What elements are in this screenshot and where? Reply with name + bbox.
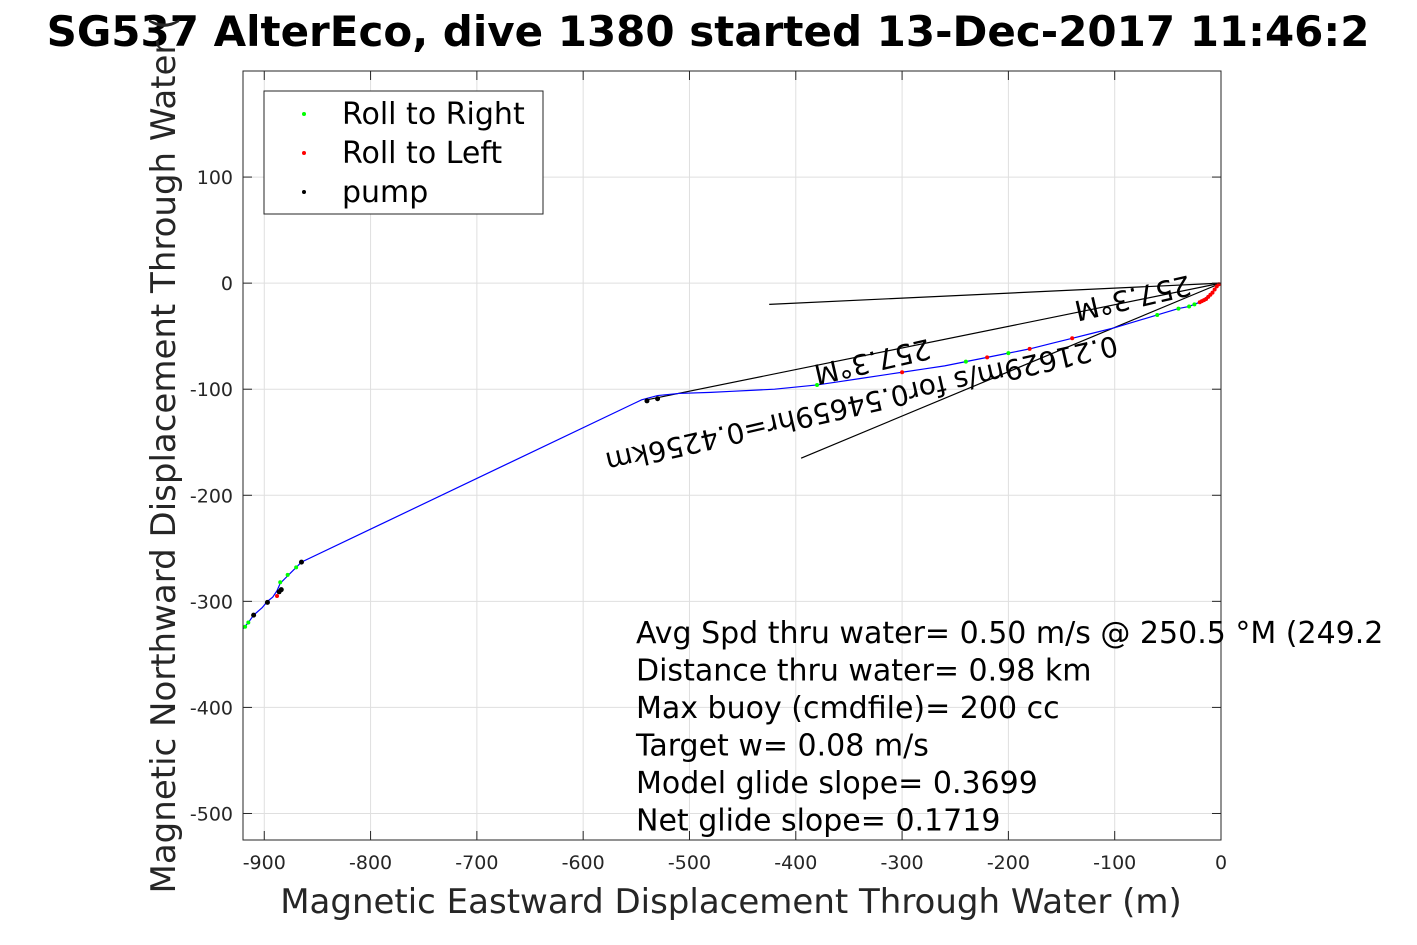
roll-left-point [1212,287,1217,292]
legend: Roll to Right Roll to Left pump [263,90,544,215]
pump-point [655,396,661,402]
roll-right-point [243,624,248,629]
x-tick-label: -600 [562,852,605,874]
reference-line-0 [769,282,1221,305]
y-tick-label: -400 [190,697,233,719]
x-tick-label: -700 [455,852,498,874]
pump-point [276,589,282,595]
roll-right-point [1176,306,1181,311]
reference-line-2 [646,282,1221,401]
roll-right-point [1187,304,1192,309]
stat-line-0: Avg Spd thru water= 0.50 m/s @ 250.5 °M … [636,616,1383,651]
roll-right-point [1192,302,1197,307]
roll-left-point [1027,346,1032,351]
roll-left-point [1197,300,1202,305]
x-tick-label: -400 [774,852,817,874]
roll-right-point [294,565,299,570]
y-tick-label: -200 [190,485,233,507]
y-tick-label: -500 [190,803,233,825]
x-tick-label: -200 [987,852,1030,874]
x-tick-label: -100 [1093,852,1136,874]
x-tick-label: -300 [881,852,924,874]
y-tick-label: -300 [190,591,233,613]
roll-left-point [985,355,990,360]
roll-left-point [1214,284,1219,289]
pump-point [251,612,257,618]
chart-title: SG537 AlterEco, dive 1380 started 13-Dec… [47,7,1370,56]
x-tick-label: -500 [668,852,711,874]
reference-lines [646,282,1221,459]
stat-line-1: Distance thru water= 0.98 km [636,654,1091,689]
x-tick-label: 0 [1215,852,1227,874]
pump-point [264,599,270,605]
x-tick-label: -800 [349,852,392,874]
legend-marker-0 [302,112,306,116]
roll-right-point [1006,351,1011,356]
legend-marker-1 [302,151,306,155]
stat-line-5: Net glide slope= 0.1719 [636,804,1000,839]
roll-left-point [275,594,280,599]
legend-label-2: pump [342,175,428,210]
y-tick-label: 100 [197,167,233,189]
legend-box [263,90,544,215]
roll-right-point [1155,312,1160,317]
axis-ticks: -900 -800 -700 -600 -500 -400 -300 -200 -100 0 -50… [190,71,1227,874]
roll-left-point [1070,336,1075,341]
plot-frame [242,70,1222,841]
legend-marker-2 [302,190,306,194]
stat-line-2: Max buoy (cmdfile)= 200 cc [636,691,1060,726]
roll-right-point [815,382,820,387]
y-axis-title: Magnetic Northward Displacement Through … [144,17,184,894]
stats-block: Avg Spd thru water= 0.50 m/s @ 250.5 °M … [635,616,1383,839]
roll-left-point [900,370,905,375]
x-tick-label: -900 [243,852,286,874]
legend-label-0: Roll to Right [342,97,525,132]
y-tick-label: -100 [190,379,233,401]
y-tick-label: 0 [221,273,233,295]
roll-right-point [963,359,968,364]
roll-right-point [285,572,290,577]
reference-line-1 [800,282,1221,459]
x-axis-title: Magnetic Eastward Displacement Through W… [280,882,1182,922]
pump-point [644,398,650,404]
stat-line-3: Target w= 0.08 m/s [635,729,929,764]
pump-point [298,559,304,565]
roll-right-point [278,580,283,585]
roll-right-point [246,620,251,625]
stat-line-4: Model glide slope= 0.3699 [636,766,1038,801]
track-markers [243,282,1221,629]
legend-label-1: Roll to Left [342,136,502,171]
